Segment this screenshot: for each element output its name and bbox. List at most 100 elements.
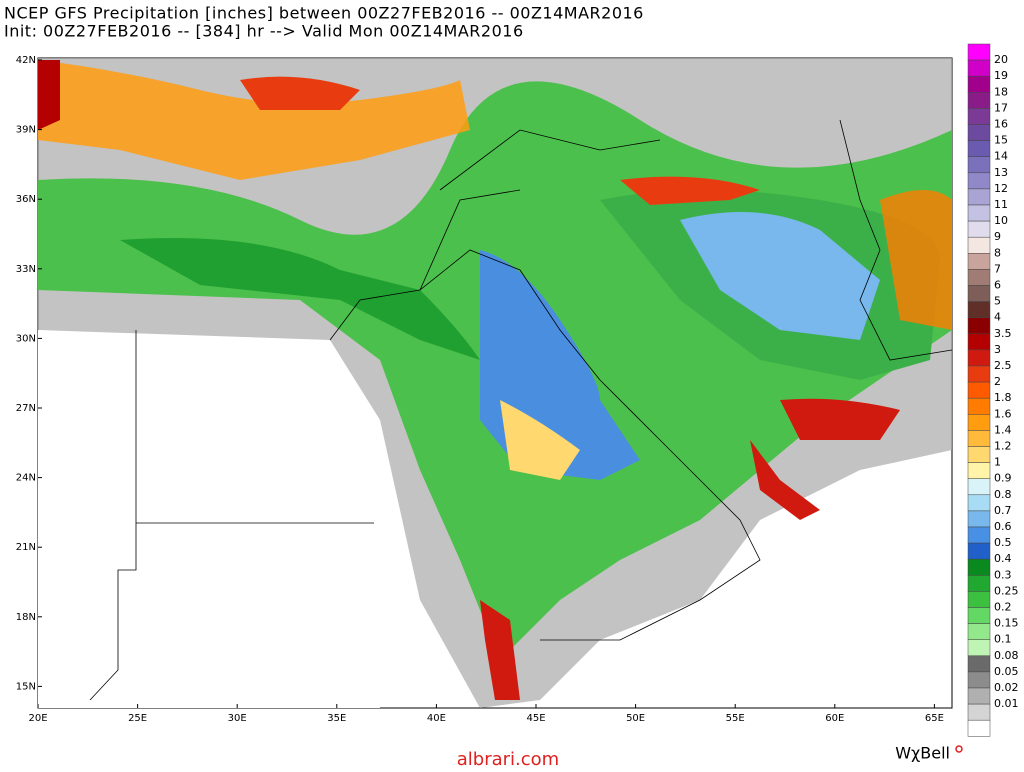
colorbar-swatch [967,75,991,93]
lon-label: 60E [825,713,844,724]
colorbar-label: 2 [994,375,1001,388]
brand-dot [955,745,963,753]
colorbar-swatch [967,558,991,576]
colorbar-swatch [967,446,991,463]
lat-label: 24N [16,473,36,484]
colorbar-swatch [967,156,991,174]
lon-label: 30E [228,713,247,724]
colorbar-swatch [967,719,991,737]
colorbar: 20 19 18 17 16 15 14 13 12 11 10 9 8 7 6 5 4 3.5 3 2.5 2 1.8 1… [967,43,1019,737]
lon-label: 45E [526,713,545,724]
colorbar-swatch [967,204,991,222]
lat-label: 42N [16,55,36,66]
colorbar-swatch [967,430,991,447]
brand: WχBell [895,744,950,763]
latitude-labels: 42N 39N 36N 33N 30N 27N 24N 21N 18N 15N [16,55,42,692]
colorbar-label: 14 [994,150,1008,163]
colorbar-label: 0.08 [994,649,1019,662]
colorbar-label: 20 [994,53,1008,66]
colorbar-label: 8 [994,246,1001,259]
lat-label: 15N [16,681,36,692]
lat-label: 39N [16,125,36,136]
colorbar-swatch [967,172,991,190]
watermark: albrari.com [457,749,559,768]
colorbar-swatch [967,494,991,512]
colorbar-swatch [967,414,991,431]
colorbar-swatch [967,639,991,657]
colorbar-swatch [967,236,991,254]
colorbar-swatch [967,607,991,624]
lat-label: 36N [16,194,36,205]
lat-label: 30N [16,333,36,344]
title-line-1: NCEP GFS Precipitation [inches] between … [4,4,644,23]
colorbar-label: 0.8 [994,488,1012,501]
colorbar-swatch [967,43,991,61]
colorbar-label: 11 [994,198,1008,211]
colorbar-label: 2.5 [994,359,1012,372]
colorbar-label: 10 [994,214,1008,227]
colorbar-label: 17 [994,101,1008,114]
longitude-labels: 20E 25E 30E 35E 40E 45E 50E 55E 60E 65E [28,704,944,724]
colorbar-swatch [967,575,991,592]
colorbar-label: 6 [994,279,1001,292]
title-line-2: Init: 00Z27FEB2016 -- [384] hr --> Valid… [4,22,524,41]
colorbar-label: 0.9 [994,472,1012,485]
colorbar-label: 7 [994,262,1001,275]
colorbar-swatch [967,301,991,318]
colorbar-label: 0.05 [994,665,1019,678]
colorbar-label: 4 [994,311,1001,324]
colorbar-swatch [967,365,991,383]
colorbar-label: 0.2 [994,601,1012,614]
colorbar-swatch [967,188,991,206]
colorbar-swatch [967,59,991,77]
colorbar-swatch [967,92,991,109]
colorbar-label: 18 [994,85,1008,98]
colorbar-swatch [967,269,991,286]
colorbar-label: 0.3 [994,568,1012,581]
colorbar-swatch [967,591,991,608]
colorbar-swatch [967,381,991,399]
colorbar-swatch [967,687,991,705]
colorbar-swatch [967,253,991,270]
colorbar-swatch [967,671,991,689]
colorbar-swatch [967,108,991,125]
colorbar-label: 3.5 [994,327,1012,340]
colorbar-label: 9 [994,230,1001,243]
lon-label: 50E [626,713,645,724]
colorbar-label: 19 [994,69,1008,82]
colorbar-label: 0.7 [994,504,1012,517]
colorbar-swatch [967,655,991,673]
colorbar-label: 1.8 [994,391,1012,404]
colorbar-swatch [967,542,991,560]
lon-label: 65E [925,713,944,724]
colorbar-swatch [967,317,991,335]
colorbar-swatch [967,124,991,141]
colorbar-swatch [967,140,991,157]
map: 42N 39N 36N 33N 30N 27N 24N 21N 18N 15N 20E 25E 30E… [16,55,953,724]
lat-label: 27N [16,403,36,414]
colorbar-label: 0.25 [994,584,1019,597]
colorbar-swatch [967,397,991,415]
colorbar-label: 5 [994,295,1001,308]
colorbar-swatch [967,349,991,367]
colorbar-label: 1.6 [994,407,1012,420]
colorbar-label: 15 [994,134,1008,147]
lat-label: 18N [16,612,36,623]
colorbar-swatch [967,220,991,238]
colorbar-swatch [967,526,991,544]
colorbar-label: 1.4 [994,423,1012,436]
colorbar-label: 16 [994,118,1008,131]
colorbar-label: 0.01 [994,697,1019,710]
colorbar-swatch [967,623,991,640]
colorbar-swatch [967,333,991,351]
colorbar-label: 13 [994,166,1008,179]
colorbar-label: 0.4 [994,552,1012,565]
colorbar-label: 0.5 [994,536,1012,549]
colorbar-label: 1 [994,456,1001,469]
lon-label: 20E [28,713,47,724]
colorbar-swatch [967,478,991,496]
lat-label: 21N [16,542,36,553]
colorbar-label: 0.02 [994,681,1019,694]
colorbar-swatch [967,703,991,721]
